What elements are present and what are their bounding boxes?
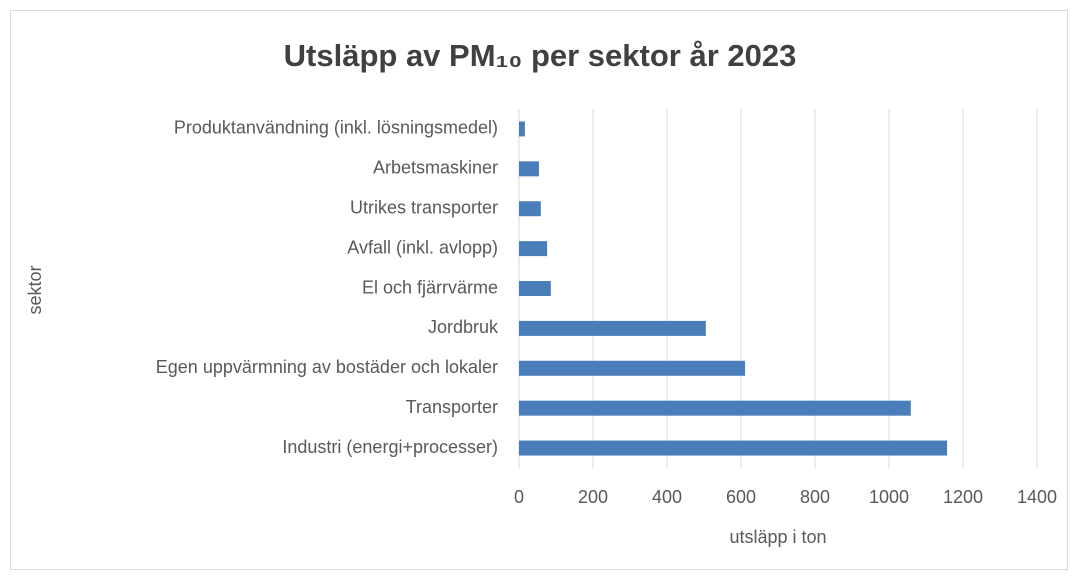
y-tick-label: Transporter [406,397,498,417]
x-tick-label: 1400 [1017,487,1057,507]
x-axis-label: utsläpp i ton [729,527,826,547]
y-axis-label: sektor [25,265,45,314]
x-tick-label: 600 [726,487,756,507]
x-tick-label: 400 [652,487,682,507]
y-tick-label: Industri (energi+processer) [282,437,498,457]
bar [519,161,539,177]
y-tick-label: Jordbruk [428,317,499,337]
bar [519,400,911,416]
chart-title: Utsläpp av PM₁₀ per sektor år 2023 [284,38,797,73]
bar [519,241,548,257]
x-tick-label: 0 [514,487,524,507]
y-tick-label: Utrikes transporter [350,197,498,217]
bar [519,201,541,217]
x-tick-label: 800 [800,487,830,507]
x-tick-label: 1000 [869,487,909,507]
y-tick-label: Produktanvändning (inkl. lösningsmedel) [174,118,498,138]
bar [519,320,706,336]
bar [519,440,948,456]
y-tick-label: Arbetsmaskiner [373,158,498,178]
y-tick-label: El och fjärrvärme [362,277,498,297]
bar [519,360,746,376]
bar [519,121,525,137]
bar [519,281,551,296]
y-tick-label: Avfall (inkl. avlopp) [347,237,498,257]
y-tick-label: Egen uppvärmning av bostäder och lokaler [156,357,498,377]
x-tick-label: 1200 [943,487,983,507]
x-tick-label: 200 [578,487,608,507]
